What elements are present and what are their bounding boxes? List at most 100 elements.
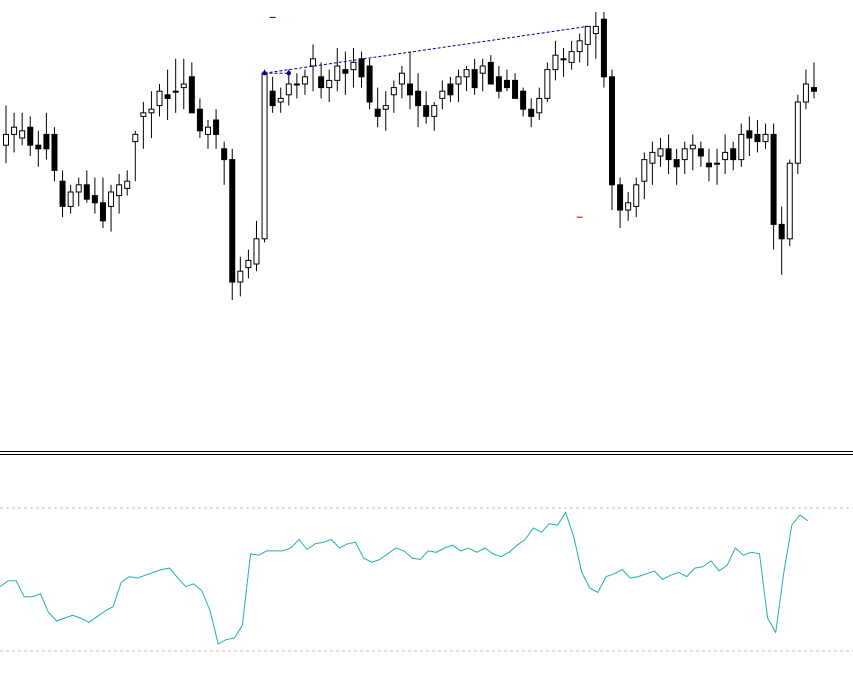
bullish-candle-body bbox=[172, 90, 179, 93]
bullish-candle-body bbox=[237, 270, 244, 283]
bullish-candle-body bbox=[148, 108, 155, 114]
candle bbox=[19, 112, 26, 146]
bearish-candle-body bbox=[665, 148, 672, 161]
candle bbox=[334, 48, 341, 92]
candle bbox=[689, 134, 696, 171]
candle bbox=[730, 141, 737, 171]
bearish-candle-body bbox=[697, 148, 704, 157]
candle bbox=[495, 66, 502, 99]
segment-anchor-point bbox=[262, 71, 267, 76]
bearish-candle-body bbox=[423, 105, 430, 117]
candle bbox=[196, 98, 203, 138]
candle bbox=[229, 148, 236, 300]
bearish-candle-body bbox=[342, 69, 349, 74]
bullish-candle-body bbox=[156, 90, 163, 107]
candle bbox=[407, 51, 413, 110]
bearish-candle-body bbox=[673, 159, 680, 168]
candle bbox=[754, 120, 761, 153]
candle bbox=[487, 55, 494, 85]
candle bbox=[714, 148, 721, 185]
candle bbox=[576, 33, 583, 63]
bullish-candle-body bbox=[641, 159, 648, 182]
candle bbox=[261, 69, 268, 243]
candle bbox=[124, 170, 131, 196]
bearish-candle-body bbox=[318, 76, 325, 89]
candle bbox=[277, 87, 284, 113]
candle bbox=[520, 87, 527, 117]
candle bbox=[439, 80, 446, 110]
bullish-candle-body bbox=[75, 184, 82, 193]
bullish-candle-body bbox=[398, 72, 405, 85]
candle bbox=[503, 69, 510, 92]
candle bbox=[342, 51, 349, 95]
bearish-candle-body bbox=[778, 223, 785, 240]
bullish-candle-body bbox=[560, 58, 567, 61]
candle bbox=[786, 159, 793, 246]
bearish-candle-body bbox=[811, 87, 817, 92]
candle bbox=[552, 40, 559, 81]
candle bbox=[592, 12, 599, 59]
bullish-candle-body bbox=[19, 130, 26, 139]
bearish-candle-body bbox=[770, 133, 777, 225]
candle bbox=[188, 62, 195, 114]
candle bbox=[213, 109, 220, 149]
bullish-candle-body bbox=[455, 76, 462, 85]
bullish-candle-body bbox=[802, 83, 809, 103]
candle bbox=[479, 58, 486, 92]
candle bbox=[811, 62, 817, 99]
bearish-candle-body bbox=[528, 108, 535, 117]
bullish-candle-body bbox=[334, 65, 341, 81]
bullish-candle-body bbox=[592, 25, 599, 35]
candle bbox=[140, 102, 147, 149]
candle bbox=[398, 66, 405, 99]
candle bbox=[609, 69, 615, 210]
candle bbox=[600, 12, 607, 88]
candle bbox=[51, 127, 58, 182]
panel-separator[interactable] bbox=[0, 451, 853, 455]
bearish-candle-body bbox=[196, 108, 203, 132]
bearish-candle-body bbox=[503, 79, 510, 89]
bullish-candle-body bbox=[11, 126, 18, 135]
bullish-candle-body bbox=[326, 79, 333, 89]
candle bbox=[762, 123, 769, 149]
bearish-candle-body bbox=[495, 76, 502, 92]
bearish-candle-body bbox=[27, 126, 34, 146]
bearish-candle-body bbox=[407, 83, 413, 96]
bearish-candle-body bbox=[520, 90, 527, 110]
bullish-candle-body bbox=[657, 148, 664, 157]
bullish-candle-body bbox=[301, 76, 308, 85]
candle bbox=[802, 69, 809, 110]
oscillator-panel bbox=[0, 507, 853, 652]
bullish-candle-body bbox=[439, 90, 446, 99]
candle bbox=[3, 105, 9, 164]
candle bbox=[536, 87, 543, 120]
bullish-candle-body bbox=[253, 238, 260, 265]
candle bbox=[172, 58, 179, 113]
candle bbox=[673, 148, 680, 185]
candle bbox=[67, 184, 74, 214]
candle bbox=[568, 40, 575, 70]
candle bbox=[132, 130, 139, 182]
candle bbox=[665, 134, 672, 174]
candle bbox=[35, 130, 42, 167]
candle bbox=[374, 87, 381, 128]
bearish-candle-body bbox=[600, 18, 607, 78]
candle bbox=[91, 177, 98, 214]
bullish-candle-body bbox=[786, 162, 793, 240]
bullish-candle-body bbox=[544, 69, 551, 99]
bearish-candle-body bbox=[730, 148, 737, 161]
candle bbox=[794, 94, 801, 174]
candle bbox=[778, 206, 785, 275]
bullish-candle-body bbox=[124, 180, 131, 189]
bearish-candle-body bbox=[487, 61, 494, 85]
bullish-candle-body bbox=[576, 40, 583, 53]
candle bbox=[560, 48, 567, 77]
candle bbox=[455, 69, 462, 102]
candle bbox=[116, 174, 123, 214]
bullish-candle-body bbox=[350, 61, 357, 71]
candle bbox=[253, 220, 260, 272]
bullish-candle-body bbox=[714, 162, 721, 165]
bearish-candle-body bbox=[415, 90, 422, 107]
bullish-candle-body bbox=[681, 148, 688, 161]
candle bbox=[205, 120, 211, 149]
